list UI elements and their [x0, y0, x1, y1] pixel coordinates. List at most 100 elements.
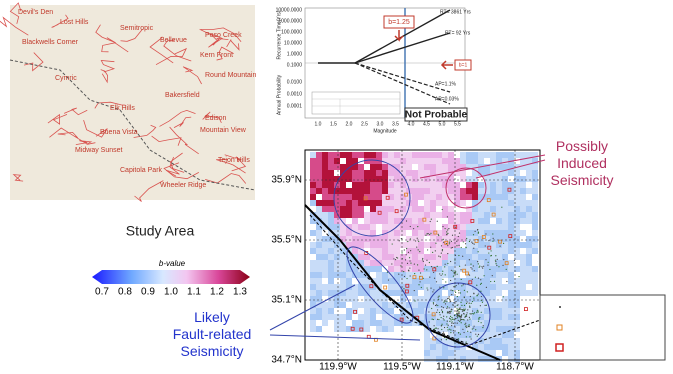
heat-cell [460, 320, 466, 326]
x-tick-label: 4.5 [423, 121, 430, 127]
heat-cell [316, 236, 322, 242]
heat-cell [508, 284, 514, 290]
heat-cell [514, 224, 520, 230]
event [450, 240, 453, 242]
field-boundary [173, 116, 192, 128]
heat-cell [496, 182, 502, 188]
event [432, 302, 435, 304]
heat-cell [424, 332, 430, 338]
heat-cell [382, 236, 388, 242]
event [458, 331, 460, 334]
heat-cell [358, 164, 364, 170]
heat-cell [352, 230, 358, 236]
heat-cell [334, 302, 340, 308]
heat-cell [532, 206, 538, 212]
heat-cell [316, 326, 322, 332]
event [440, 245, 443, 247]
heat-cell [490, 290, 496, 296]
heat-cell [508, 350, 514, 356]
event [462, 318, 464, 321]
event [459, 292, 462, 294]
event [413, 263, 415, 265]
event [399, 210, 402, 212]
field-boundary [155, 47, 188, 66]
event [444, 240, 449, 245]
heat-cell [310, 296, 316, 302]
heat-cell [322, 212, 328, 218]
place-label: Blackwells Corner [22, 39, 79, 46]
event [488, 240, 490, 242]
heat-cell [388, 224, 394, 230]
heat-cell [496, 188, 502, 194]
event [448, 317, 451, 319]
heat-cell [496, 308, 502, 314]
heat-cell [484, 200, 490, 206]
heat-cell [316, 254, 322, 260]
event [456, 315, 458, 318]
heat-cell [526, 236, 532, 242]
heat-cell [340, 320, 346, 326]
heat-cell [424, 176, 430, 182]
heat-cell [430, 308, 436, 314]
heat-cell [406, 248, 412, 254]
heat-cell [418, 206, 424, 212]
heat-cell [364, 296, 370, 302]
heat-cell [436, 326, 442, 332]
event [477, 232, 479, 234]
event [452, 290, 454, 292]
heat-cell [496, 164, 502, 170]
heat-cell [400, 182, 406, 188]
event [409, 267, 411, 269]
heat-cell [472, 248, 478, 254]
event [456, 240, 458, 242]
event [407, 251, 410, 253]
heat-cell [490, 188, 496, 194]
heat-cell [388, 278, 394, 284]
seismicity-map [304, 149, 541, 362]
heat-cell [400, 158, 406, 164]
event [442, 226, 444, 228]
event [456, 313, 458, 315]
event [504, 261, 509, 266]
heat-cell [352, 308, 358, 314]
heat-cell [406, 158, 412, 164]
heat-cell [382, 194, 388, 200]
heat-cell [454, 350, 460, 356]
heat-cell [394, 230, 400, 236]
heat-cell [466, 188, 472, 194]
heat-cell [322, 284, 328, 290]
heat-cell [346, 176, 352, 182]
event [418, 275, 423, 280]
heat-cell [334, 158, 340, 164]
heat-cell [442, 158, 448, 164]
event [468, 324, 470, 326]
event [455, 284, 457, 287]
event [446, 234, 448, 236]
event [457, 319, 459, 321]
field-boundary [75, 140, 93, 146]
field-boundary [49, 127, 96, 145]
y-tick-label: 0.0100 [287, 79, 303, 85]
event [485, 233, 487, 235]
heat-cell [466, 176, 472, 182]
heat-cell [448, 344, 454, 350]
fault-ellipse [346, 246, 414, 324]
heat-cell [508, 278, 514, 284]
heat-cell [478, 206, 484, 212]
heat-cell [436, 302, 442, 308]
heat-cell [508, 200, 514, 206]
event [429, 276, 431, 278]
heat-cell [502, 266, 508, 272]
heat-cell [358, 260, 364, 266]
heat-cell [334, 164, 340, 170]
heat-cell [328, 182, 334, 188]
field-boundary [208, 33, 223, 48]
heat-cell [358, 170, 364, 176]
chart-annotation: Not Probable [405, 110, 468, 121]
chart-annotation: AP=0.03% [435, 96, 459, 102]
event [479, 316, 481, 319]
heat-cell [334, 236, 340, 242]
event [443, 319, 445, 321]
event [455, 291, 457, 294]
colorbar-tick: 0.9 [141, 287, 155, 298]
